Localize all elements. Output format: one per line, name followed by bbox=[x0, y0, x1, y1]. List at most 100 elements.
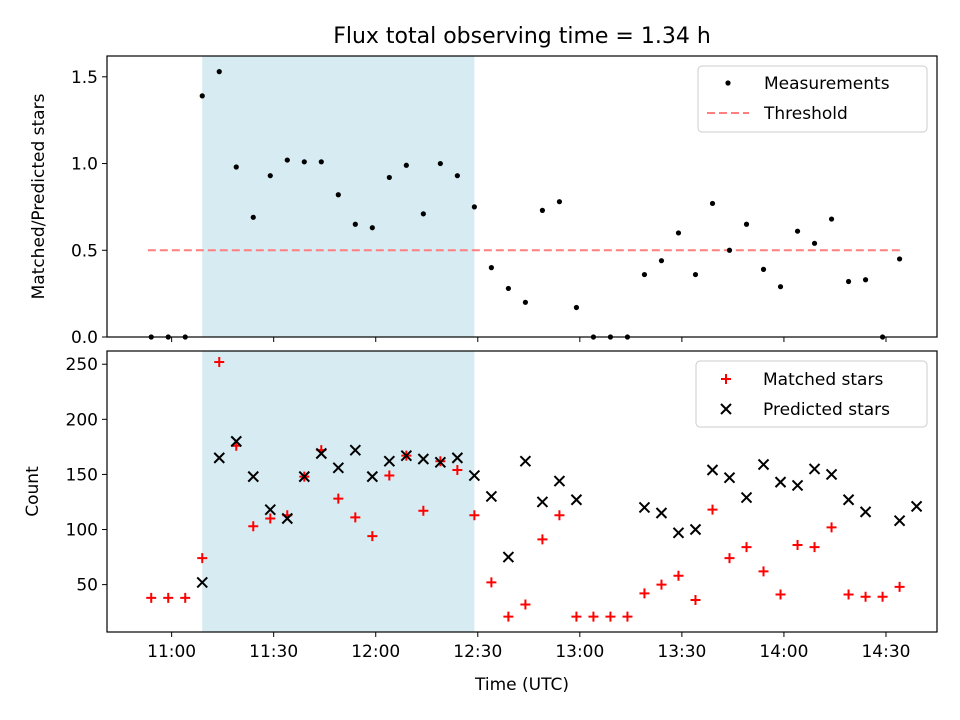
y-axis-label-bottom: Count bbox=[23, 466, 43, 517]
legend-label-matched: Matched stars bbox=[763, 370, 883, 390]
matched-point bbox=[724, 553, 735, 564]
measurement-point bbox=[845, 278, 852, 285]
matched-point bbox=[486, 577, 497, 588]
measurement-point bbox=[556, 199, 563, 205]
measurement-point bbox=[199, 93, 205, 99]
matched-point bbox=[707, 504, 718, 515]
matched-point bbox=[333, 493, 344, 504]
measurement-point bbox=[471, 204, 477, 210]
predicted-point bbox=[434, 456, 447, 469]
x-tick-label: 11:30 bbox=[249, 642, 298, 662]
predicted-point bbox=[536, 496, 549, 508]
predicted-point bbox=[791, 479, 804, 492]
matched-point bbox=[367, 531, 378, 542]
predicted-point bbox=[842, 494, 855, 506]
x-tick-label: 12:30 bbox=[453, 642, 502, 662]
measurement-point bbox=[573, 304, 580, 311]
x-tick-label: 11:00 bbox=[147, 642, 196, 662]
legend-marker-predicted bbox=[720, 403, 732, 415]
matched-point bbox=[554, 510, 565, 521]
matched-point bbox=[741, 542, 752, 553]
matched-point bbox=[146, 592, 157, 603]
matched-point bbox=[350, 512, 361, 523]
matched-point bbox=[877, 591, 888, 602]
measurement-point bbox=[437, 160, 443, 167]
predicted-point bbox=[910, 500, 923, 513]
predicted-point bbox=[468, 469, 481, 482]
legend-label-threshold: Threshold bbox=[763, 104, 848, 124]
predicted-point bbox=[757, 458, 770, 471]
x-tick-label: 14:00 bbox=[759, 642, 808, 662]
predicted-point bbox=[383, 455, 396, 467]
predicted-point bbox=[332, 462, 345, 474]
matched-point bbox=[673, 570, 684, 581]
predicted-point bbox=[570, 494, 583, 506]
x-tick-label: 13:00 bbox=[555, 642, 604, 662]
predicted-point bbox=[264, 503, 276, 516]
measurement-point bbox=[539, 207, 546, 213]
legend-marker-matched bbox=[721, 374, 731, 384]
predicted-point bbox=[196, 576, 208, 589]
measurement-point bbox=[811, 240, 818, 246]
matched-point bbox=[197, 553, 208, 564]
matched-point bbox=[537, 534, 548, 545]
predicted-point bbox=[655, 507, 668, 519]
matched-point bbox=[826, 522, 837, 533]
matched-point bbox=[690, 595, 701, 606]
y-tick-label-bottom: 200 bbox=[66, 410, 98, 430]
predicted-point bbox=[485, 490, 498, 503]
matched-point bbox=[758, 566, 769, 577]
predicted-point bbox=[519, 455, 532, 467]
measurement-point bbox=[777, 284, 784, 290]
bottom-panel: 50 100 150 200 250 11:00 11:30 12:00 12:30 13:00 1… bbox=[23, 350, 938, 662]
matched-point bbox=[639, 588, 650, 599]
matched-point bbox=[469, 510, 480, 521]
measurement-point bbox=[420, 211, 426, 217]
y-tick-label-top: 1.0 bbox=[71, 155, 98, 175]
matched-point bbox=[214, 357, 225, 368]
measurement-point bbox=[743, 221, 750, 227]
predicted-point bbox=[349, 444, 362, 456]
predicted-point bbox=[706, 464, 719, 476]
x-tick-label: 12:00 bbox=[351, 642, 400, 662]
measurement-point bbox=[386, 174, 392, 181]
matched-point bbox=[656, 579, 667, 590]
y-tick-label-top: 0.5 bbox=[71, 241, 98, 261]
measurement-point bbox=[216, 69, 222, 75]
matched-point bbox=[265, 513, 276, 524]
matched-point bbox=[180, 592, 191, 603]
predicted-point bbox=[723, 472, 736, 484]
matched-point bbox=[248, 521, 259, 532]
measurement-point bbox=[488, 265, 494, 271]
matched-point bbox=[843, 589, 854, 600]
y-tick-label-bottom: 50 bbox=[76, 576, 98, 596]
measurement-point bbox=[233, 164, 239, 170]
matched-point bbox=[384, 470, 395, 481]
measurement-point bbox=[862, 277, 869, 283]
measurement-point bbox=[828, 216, 835, 222]
measurement-point bbox=[369, 225, 375, 231]
predicted-point bbox=[366, 470, 379, 483]
predicted-point bbox=[417, 453, 430, 465]
measurement-point bbox=[709, 200, 716, 207]
predicted-point bbox=[451, 452, 464, 464]
predicted-point bbox=[774, 476, 787, 488]
predicted-point bbox=[281, 512, 293, 525]
matched-point bbox=[452, 465, 463, 476]
y-axis-label-top: Matched/Predicted stars bbox=[29, 93, 49, 299]
y-tick-label-top: 1.5 bbox=[71, 68, 98, 88]
predicted-point bbox=[315, 447, 328, 460]
matched-point bbox=[605, 611, 616, 622]
legend-box bbox=[695, 360, 928, 428]
axes-frame-bottom bbox=[106, 350, 938, 633]
measurement-point bbox=[284, 157, 290, 163]
matched-point bbox=[503, 611, 514, 622]
legend-label-measurements: Measurements bbox=[764, 74, 890, 94]
y-tick-label-bottom: 150 bbox=[66, 465, 98, 485]
predicted-point bbox=[638, 501, 651, 514]
predicted-point bbox=[502, 551, 515, 563]
legend-marker-measurements bbox=[725, 80, 731, 86]
measurement-point bbox=[403, 162, 409, 168]
predicted-point bbox=[247, 470, 259, 483]
predicted-point bbox=[825, 468, 838, 481]
